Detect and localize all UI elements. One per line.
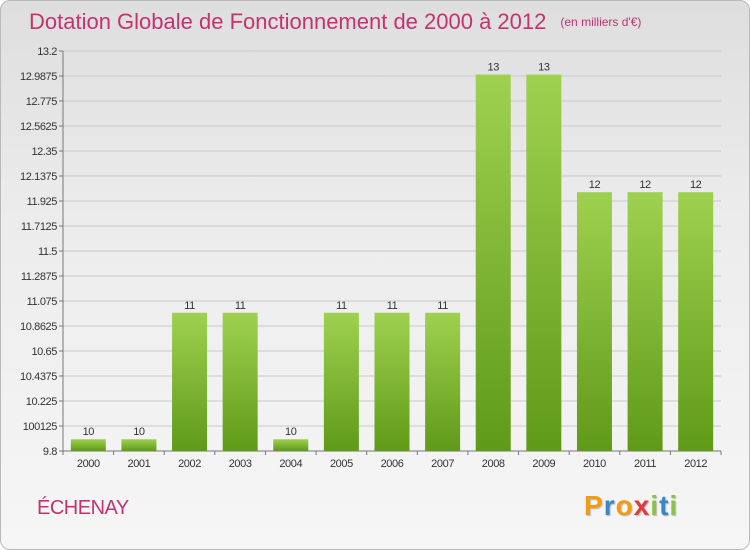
x-tick-label: 2006 bbox=[381, 458, 404, 470]
logo-letter: t bbox=[659, 490, 670, 521]
bar-value-label: 11 bbox=[235, 300, 246, 312]
y-tick-label: 9.8 bbox=[43, 446, 57, 458]
bar bbox=[121, 439, 157, 451]
bar-value-label: 12 bbox=[589, 179, 601, 191]
proxiti-logo: Proxiti bbox=[584, 490, 678, 522]
logo-letter: P bbox=[584, 490, 604, 521]
bars: 10 10 11 11 10 11 11 11 13 13 12 12 12 bbox=[70, 62, 714, 452]
bar bbox=[678, 192, 714, 452]
y-tick-label: 11.5 bbox=[38, 246, 57, 258]
y-tick-label: 10.4375 bbox=[20, 371, 57, 383]
x-tick-label: 2010 bbox=[583, 458, 606, 470]
bar-value-label: 13 bbox=[538, 62, 550, 74]
bar bbox=[172, 312, 208, 451]
x-tick-label: 2005 bbox=[330, 458, 353, 470]
logo-letter: r bbox=[603, 490, 616, 521]
y-tick-label: 12.1375 bbox=[20, 171, 57, 183]
bar bbox=[374, 312, 410, 451]
x-tick-label: 2012 bbox=[684, 458, 707, 470]
y-tick-label: 13.2 bbox=[37, 46, 57, 58]
bar-value-label: 11 bbox=[387, 300, 398, 312]
bar bbox=[425, 312, 461, 451]
y-tick-label: 11.075 bbox=[27, 296, 58, 308]
y-tick-label: 12.5625 bbox=[20, 121, 57, 133]
commune-name: ÉCHENAY bbox=[37, 497, 129, 519]
bar-value-label: 11 bbox=[437, 300, 448, 312]
bar-value-label: 11 bbox=[336, 300, 347, 312]
bar bbox=[273, 439, 309, 451]
bar-value-label: 10 bbox=[133, 426, 145, 438]
bar-value-label: 11 bbox=[184, 300, 195, 312]
x-tick-label: 2009 bbox=[532, 458, 555, 470]
y-tick-label: 12.775 bbox=[26, 96, 58, 108]
x-tick-label: 2011 bbox=[634, 458, 656, 470]
x-tick-label: 2000 bbox=[77, 458, 100, 470]
y-tick-label: 11.925 bbox=[27, 196, 58, 208]
logo-letter: x bbox=[633, 490, 651, 521]
y-tick-label: 12.35 bbox=[31, 146, 57, 158]
chart-title: Dotation Globale de Fonctionnement de 20… bbox=[29, 9, 641, 35]
logo-letter: o bbox=[615, 490, 634, 521]
bar bbox=[475, 74, 511, 451]
x-tick-label: 2001 bbox=[127, 458, 150, 470]
bar bbox=[526, 74, 562, 451]
x-tick-label: 2002 bbox=[178, 458, 201, 470]
y-tick-label: 100125 bbox=[23, 421, 58, 433]
bar bbox=[222, 312, 258, 451]
bar-value-label: 10 bbox=[285, 426, 297, 438]
x-tick-label: 2004 bbox=[279, 458, 302, 470]
bar bbox=[70, 439, 106, 451]
logo-letter: i bbox=[669, 490, 679, 521]
bar-value-label: 10 bbox=[83, 426, 95, 438]
y-tick-label: 11.2875 bbox=[21, 271, 57, 283]
chart-subtitle: (en milliers d'€) bbox=[560, 15, 642, 29]
bar-value-label: 12 bbox=[690, 179, 702, 191]
bar bbox=[323, 312, 359, 451]
bar-value-label: 12 bbox=[639, 179, 651, 191]
x-tick-label: 2007 bbox=[431, 458, 454, 470]
bar-value-label: 13 bbox=[488, 62, 500, 74]
x-tick-label: 2008 bbox=[482, 458, 505, 470]
y-tick-label: 10.8625 bbox=[20, 321, 57, 333]
bar bbox=[627, 192, 663, 452]
y-tick-label: 10.225 bbox=[26, 396, 58, 408]
y-tick-label: 12.9875 bbox=[20, 71, 57, 83]
axes: 13.2 12.9875 12.775 12.5625 12.35 12.1375 11.9… bbox=[20, 46, 722, 470]
y-tick-label: 11.7125 bbox=[21, 221, 57, 233]
y-tick-label: 10.65 bbox=[31, 346, 57, 358]
bar bbox=[576, 192, 612, 452]
x-tick-label: 2003 bbox=[229, 458, 252, 470]
logo-letter: i bbox=[650, 490, 660, 521]
title-text: Dotation Globale de Fonctionnement de 20… bbox=[29, 9, 547, 34]
